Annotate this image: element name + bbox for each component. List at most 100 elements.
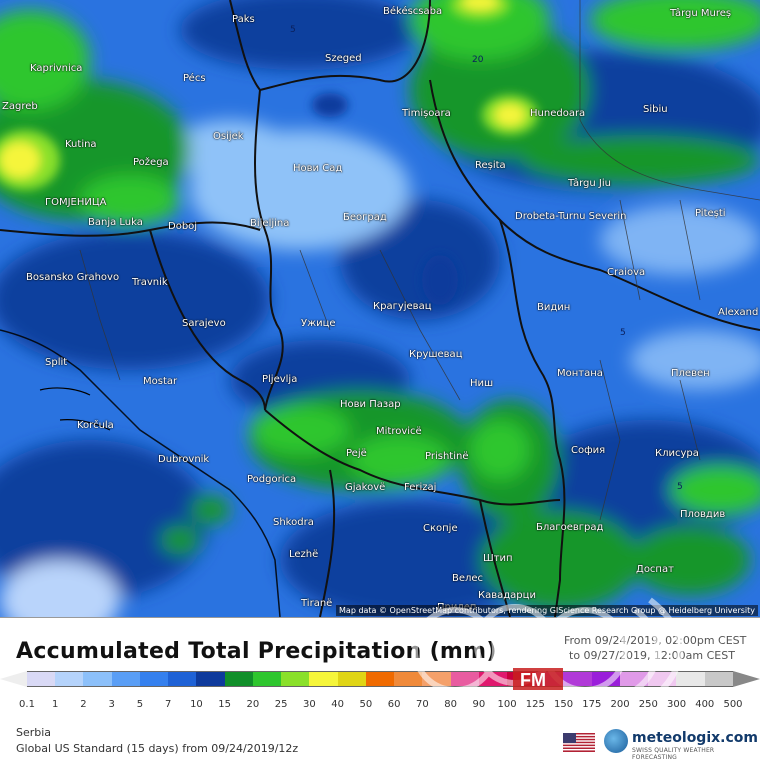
scale-segment <box>563 672 592 686</box>
city-label: Клисура <box>655 448 699 459</box>
city-label: Korčula <box>77 420 114 431</box>
city-label: Požega <box>133 157 169 168</box>
scale-tick-label: 175 <box>582 699 602 710</box>
city-name: Крагујевац <box>373 301 432 312</box>
scale-tick-label: 500 <box>723 699 743 710</box>
city-name: Pejë <box>346 448 367 459</box>
scale-tick-label: 25 <box>274 699 288 710</box>
scale-segment <box>252 672 282 686</box>
precipitation-field <box>0 0 760 617</box>
city-name: Плевен <box>671 368 710 379</box>
city-name: Târgu Jiu <box>568 178 611 189</box>
scale-tick-label: 60 <box>387 699 401 710</box>
city-label: Tiranë <box>301 598 332 609</box>
scale-segment <box>224 672 253 686</box>
city-name: Gjakovë <box>345 482 386 493</box>
city-name: Благоевград <box>536 522 604 533</box>
city-label: Hunedoara <box>530 108 585 119</box>
city-label: Монтана <box>557 368 603 379</box>
scale-tick-label: 20 <box>246 699 260 710</box>
city-name: Târgu Mureș <box>670 8 732 19</box>
city-label: Gjakovë <box>345 482 385 493</box>
city-name: Drobeta-Turnu Severin <box>515 211 627 222</box>
scale-segment <box>337 672 366 686</box>
city-label: Нови Сад <box>293 163 342 174</box>
scale-tick-label: 7 <box>165 699 172 710</box>
scale-tick-label: 125 <box>525 699 545 710</box>
model-label: Global US Standard (15 days) from 09/24/… <box>16 742 299 755</box>
city-name: Ужице <box>301 318 336 329</box>
city-label: Zagreb <box>2 101 38 112</box>
scale-segment <box>704 672 733 686</box>
city-name: Доспат <box>636 564 674 575</box>
city-name: Нови Пазар <box>340 399 401 410</box>
city-label: Mitrovicë <box>376 426 422 437</box>
contour-label: 5 <box>677 482 683 492</box>
city-label: Велес <box>452 573 483 584</box>
city-label: Крушевац <box>409 349 463 360</box>
city-name: Békéscsaba <box>383 6 443 17</box>
scale-tick-label: 50 <box>359 699 373 710</box>
city-name: Požega <box>133 157 169 168</box>
city-name: ГОМЈЕНИЦА <box>45 197 107 208</box>
scale-arrow-left-icon <box>0 671 27 687</box>
city-label: Плевен <box>671 368 710 379</box>
city-name: Кавадарци <box>478 590 536 601</box>
city-name: Видин <box>537 302 571 313</box>
scale-tick-label: 2 <box>80 699 87 710</box>
us-flag-icon <box>563 733 595 752</box>
city-name: Клисура <box>655 448 699 459</box>
city-name: Pljevlja <box>262 374 298 385</box>
city-label: Штип <box>483 553 513 564</box>
city-label: Drobeta-Turnu Severin <box>515 211 626 222</box>
city-label: Ужице <box>301 318 336 329</box>
city-label: ГОМЈЕНИЦА <box>45 197 106 208</box>
map-attribution: Map data © OpenStreetMap contributors, r… <box>336 605 758 616</box>
scale-segment <box>309 672 338 686</box>
scale-tick-label: 70 <box>415 699 429 710</box>
city-label: Banja Luka <box>88 217 143 228</box>
city-name: Split <box>45 357 68 368</box>
city-name: Ferizaj <box>404 482 437 493</box>
city-name: Скопје <box>423 523 458 534</box>
city-label: Sarajevo <box>182 318 226 329</box>
precipitation-map[interactable]: Paks Békéscsaba Târgu Mureș Kaprivnica Pécs S… <box>0 0 760 617</box>
city-label: Shkodra <box>273 517 314 528</box>
city-name: Mitrovicë <box>376 426 422 437</box>
brand-name: meteologix.com <box>632 730 758 746</box>
city-name: Kaprivnica <box>30 63 83 74</box>
city-name: Shkodra <box>273 517 314 528</box>
svg-text:FM: FM <box>520 670 546 690</box>
city-label: Prishtinë <box>425 451 468 462</box>
meteologix-logo[interactable]: meteologix.com SWISS QUALITY WEATHER FOR… <box>604 728 758 760</box>
scale-tick-label: 100 <box>497 699 517 710</box>
scale-segment <box>365 672 395 686</box>
region-label: Serbia <box>16 726 52 739</box>
city-label: Paks <box>232 14 255 25</box>
city-name: Alexand <box>718 307 759 318</box>
city-name: Mostar <box>143 376 178 387</box>
city-label: Нови Пазар <box>340 399 401 410</box>
city-name: Szeged <box>325 53 362 64</box>
city-label: Split <box>45 357 67 368</box>
city-name: Travnik <box>132 277 168 288</box>
city-name: Pitești <box>695 208 726 219</box>
city-label: Travnik <box>132 277 168 288</box>
city-name: Prishtinë <box>425 451 469 462</box>
city-name: Lezhë <box>289 549 319 560</box>
scale-segment <box>139 672 169 686</box>
scale-tick-label: 300 <box>666 699 687 710</box>
city-label: Dubrovnik <box>158 454 209 465</box>
scale-tick-label: 40 <box>331 699 344 710</box>
city-name: Zagreb <box>2 101 38 112</box>
scale-tick-label: 90 <box>472 699 486 710</box>
city-name: Sibiu <box>643 104 668 115</box>
city-name: Монтана <box>557 368 603 379</box>
contour-label: 5 <box>290 25 296 35</box>
city-label: Szeged <box>325 53 362 64</box>
city-name: Tiranë <box>301 598 333 609</box>
city-name: Kutina <box>65 139 97 150</box>
city-label: Mostar <box>143 376 177 387</box>
scale-tick-label: 1 <box>52 699 59 710</box>
city-label: Pljevlja <box>262 374 297 385</box>
